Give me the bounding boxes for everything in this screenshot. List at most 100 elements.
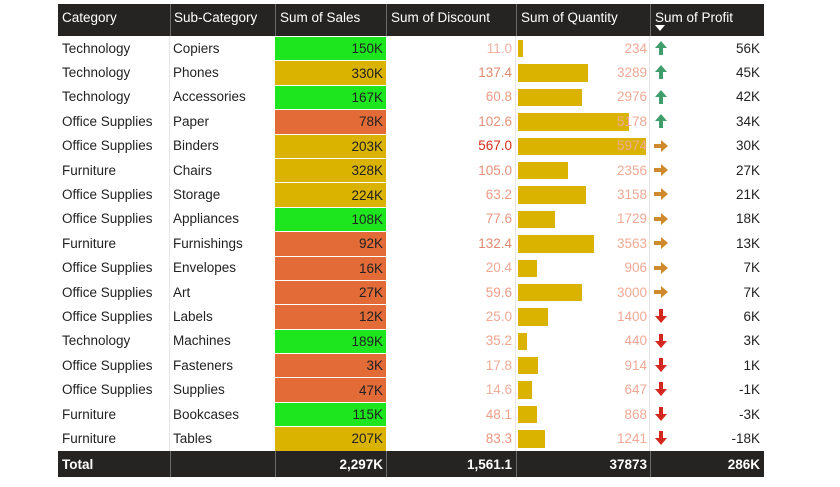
category-cell: Furniture — [62, 162, 117, 178]
column-divider — [649, 36, 650, 451]
total-sub-category — [170, 451, 275, 477]
quantity-cell: 647 — [516, 377, 650, 401]
sub-category-cell: Chairs — [173, 162, 213, 178]
sub-category-cell: Accessories — [173, 89, 246, 105]
table-row[interactable]: Office Supplies Storage 224K 63.2 3158 21K — [58, 182, 764, 207]
table-row[interactable]: Office Supplies Binders 203K 567.0 5974 30K — [58, 133, 764, 158]
sales-cell: 150K — [275, 36, 386, 61]
profit-cell: 1K — [650, 353, 764, 377]
profit-cell: 13K — [650, 231, 764, 255]
table-row[interactable]: Furniture Furnishings 92K 132.4 3563 13K — [58, 231, 764, 256]
trend-up-arrow-icon — [655, 41, 667, 55]
pivot-table: Category Sub-Category Sum of Sales Sum o… — [58, 4, 764, 451]
quantity-cell: 1241 — [516, 426, 650, 450]
table-row[interactable]: Office Supplies Envelopes 16K 20.4 906 7K — [58, 255, 764, 280]
quantity-cell: 5178 — [516, 109, 650, 133]
quantity-value: 914 — [624, 357, 647, 373]
table-header-row: Category Sub-Category Sum of Sales Sum o… — [58, 4, 764, 36]
column-header-quantity[interactable]: Sum of Quantity — [516, 4, 650, 36]
column-header-profit-label: Sum of Profit — [655, 10, 734, 25]
quantity-data-bar — [518, 88, 582, 107]
quantity-data-bar — [518, 210, 555, 229]
trend-up-arrow-icon — [655, 65, 667, 80]
table-row[interactable]: Technology Phones 330K 137.4 3289 45K — [58, 60, 764, 85]
table-row[interactable]: Office Supplies Fasteners 3K 17.8 914 1K — [58, 353, 764, 378]
discount-cell: 11.0 — [486, 40, 512, 56]
quantity-cell: 906 — [516, 256, 650, 280]
table-row[interactable]: Technology Copiers 150K 11.0 234 56K — [58, 36, 764, 61]
quantity-cell: 3158 — [516, 182, 650, 206]
quantity-value: 3158 — [616, 187, 647, 203]
quantity-value: 5974 — [616, 138, 647, 154]
table-row[interactable]: Office Supplies Art 27K 59.6 3000 7K — [58, 279, 764, 305]
column-header-category[interactable]: Category — [62, 10, 117, 25]
table-body: Technology Copiers 150K 11.0 234 56K Technolog… — [58, 36, 764, 451]
profit-cell: 34K — [650, 109, 764, 133]
table-row[interactable]: Technology Accessories 167K 60.8 2976 42K — [58, 84, 764, 110]
category-cell: Office Supplies — [62, 357, 153, 373]
quantity-value: 3563 — [616, 235, 647, 251]
sales-cell: 207K — [275, 426, 386, 451]
column-header-profit[interactable]: Sum of Profit — [650, 4, 764, 36]
table-row[interactable]: Technology Machines 189K 35.2 440 3K — [58, 328, 764, 354]
profit-value: 6K — [743, 308, 760, 324]
trend-down-arrow-icon — [655, 431, 667, 446]
trend-down-arrow-icon — [655, 406, 667, 421]
table-row[interactable]: Office Supplies Labels 12K 25.0 1400 6K — [58, 304, 764, 329]
quantity-value: 906 — [624, 260, 647, 276]
profit-cell: 27K — [650, 158, 764, 182]
quantity-data-bar — [518, 113, 629, 131]
sales-cell: 167K — [275, 84, 386, 110]
column-header-discount[interactable]: Sum of Discount — [386, 4, 516, 36]
table-row[interactable]: Office Supplies Paper 78K 102.6 5178 34K — [58, 109, 764, 134]
table-row[interactable]: Furniture Bookcases 115K 48.1 868 -3K — [58, 401, 764, 427]
quantity-cell: 5974 — [516, 134, 650, 158]
category-cell: Furniture — [62, 430, 117, 446]
sub-category-cell: Art — [173, 284, 191, 300]
sub-category-cell: Labels — [173, 308, 213, 324]
sub-category-cell: Storage — [173, 187, 221, 203]
category-cell: Furniture — [62, 406, 117, 422]
trend-right-arrow-icon — [654, 163, 668, 176]
quantity-cell: 440 — [516, 329, 650, 353]
trend-right-arrow-icon — [654, 261, 668, 274]
profit-cell: -18K — [650, 426, 764, 450]
table-row[interactable]: Furniture Chairs 328K 105.0 2356 27K — [58, 157, 764, 183]
table-row[interactable]: Office Supplies Appliances 108K 77.6 1729 18K — [58, 206, 764, 232]
sales-cell: 224K — [275, 182, 386, 207]
profit-value: 3K — [743, 333, 760, 349]
profit-value: 7K — [743, 260, 760, 276]
table-row[interactable]: Furniture Tables 207K 83.3 1241 -18K — [58, 426, 764, 451]
quantity-value: 868 — [624, 406, 647, 422]
table-row[interactable]: Office Supplies Supplies 47K 14.6 647 -1K — [58, 377, 764, 402]
quantity-cell: 2356 — [516, 158, 650, 182]
discount-cell: 48.1 — [485, 406, 512, 422]
sub-category-cell: Binders — [173, 138, 219, 154]
trend-right-arrow-icon — [654, 139, 668, 152]
profit-cell: 56K — [650, 36, 764, 60]
trend-down-arrow-icon — [655, 333, 667, 348]
discount-cell: 102.6 — [478, 113, 512, 129]
quantity-data-bar — [518, 137, 646, 155]
discount-cell: 83.3 — [485, 430, 512, 446]
trend-right-arrow-icon — [654, 237, 668, 250]
quantity-value: 647 — [624, 382, 647, 398]
discount-cell: 132.4 — [478, 235, 512, 251]
sub-category-cell: Appliances — [173, 211, 240, 227]
profit-value: 42K — [735, 89, 760, 105]
quantity-cell: 234 — [516, 36, 650, 60]
quantity-data-bar — [518, 332, 527, 351]
column-header-sales[interactable]: Sum of Sales — [275, 4, 386, 36]
category-cell: Office Supplies — [62, 308, 153, 324]
quantity-value: 234 — [624, 40, 647, 56]
sales-cell: 92K — [275, 231, 386, 256]
column-header-sub-category[interactable]: Sub-Category — [170, 4, 275, 36]
sales-cell: 47K — [275, 377, 386, 402]
sort-descending-icon[interactable] — [655, 25, 665, 31]
sales-cell: 330K — [275, 60, 386, 85]
profit-value: -18K — [731, 430, 760, 446]
quantity-cell: 2976 — [516, 85, 650, 109]
category-cell: Furniture — [62, 235, 117, 251]
sub-category-cell: Furnishings — [173, 235, 243, 251]
profit-cell: -1K — [650, 377, 764, 401]
